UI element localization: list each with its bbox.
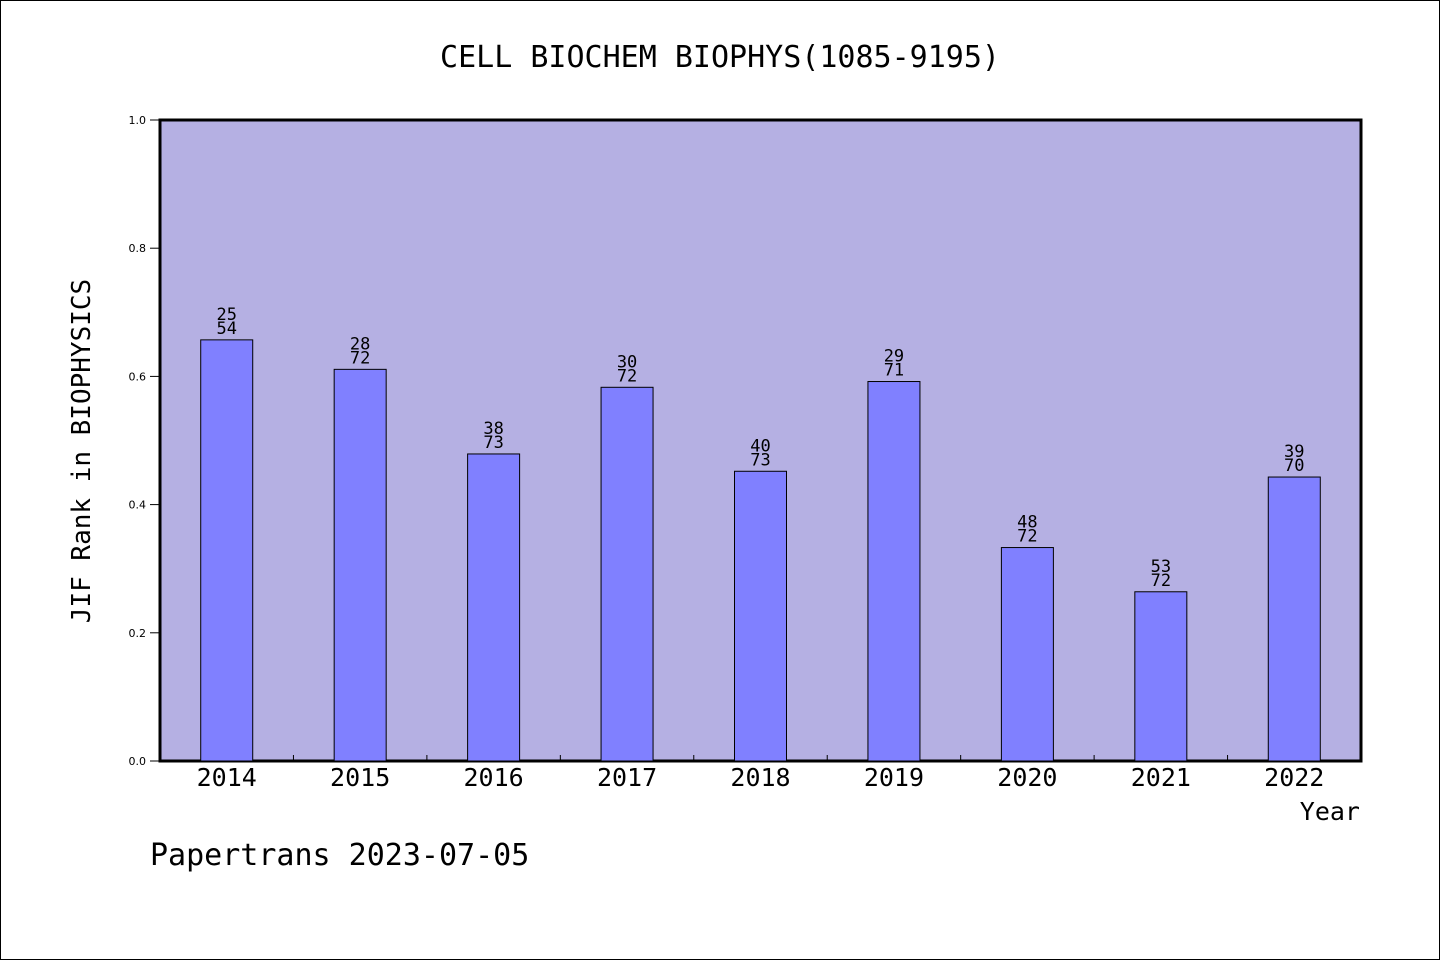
bar-label-total: 72 <box>617 366 637 386</box>
y-tick-label: 0.6 <box>129 370 147 383</box>
x-tick-label: 2015 <box>330 763 390 792</box>
y-tick-label: 0.4 <box>129 499 147 512</box>
bar-label-total: 72 <box>1151 571 1171 591</box>
bar-2022 <box>1267 476 1321 762</box>
x-axis-ticks: 2014 2015 2016 2017 2018 2019 2020 2021 2022 <box>197 755 1324 792</box>
x-tick-label: 2022 <box>1264 763 1324 792</box>
x-tick-label: 2021 <box>1131 763 1191 792</box>
chart-title: CELL BIOCHEM BIOPHYS(1085-9195) <box>440 40 1000 75</box>
bar-label-rank: 30 <box>617 352 637 372</box>
x-axis-label: Year <box>1300 797 1360 826</box>
bar-label-rank: 29 <box>884 347 904 367</box>
bar-label-total: 70 <box>1284 456 1304 476</box>
x-tick-label: 2017 <box>597 763 657 792</box>
bar-2019 <box>867 381 921 762</box>
bar-label-rank: 38 <box>483 419 503 439</box>
bar-label-total: 72 <box>1017 527 1037 547</box>
bar-label-rank: 28 <box>350 334 370 354</box>
bar-2014 <box>200 339 254 762</box>
y-tick-label: 1.0 <box>129 114 147 127</box>
y-axis-ticks: 0.0 0.2 0.4 0.6 0.8 1.0 <box>129 114 160 768</box>
bar-label-rank: 25 <box>216 305 236 325</box>
bar-2020 <box>1000 547 1054 762</box>
x-tick-label: 2020 <box>997 763 1057 792</box>
bar-2017 <box>600 386 654 762</box>
bar-label-rank: 53 <box>1151 557 1171 577</box>
x-tick-label: 2018 <box>730 763 790 792</box>
bar-2015 <box>333 368 387 762</box>
bar-2018 <box>734 470 787 762</box>
bar-label-total: 73 <box>483 433 503 453</box>
bar-label-total: 54 <box>216 319 236 339</box>
y-tick-label: 0.8 <box>129 242 147 255</box>
y-axis-label: JIF Rank in BIOPHYSICS <box>67 279 97 623</box>
bar-label-rank: 48 <box>1017 513 1037 533</box>
x-tick-label: 2016 <box>464 763 524 792</box>
bar-2021 <box>1134 591 1188 762</box>
y-tick-label: 0.0 <box>129 755 147 768</box>
y-tick-label: 0.2 <box>129 627 147 640</box>
bar-label-rank: 39 <box>1284 442 1304 462</box>
bar-2016 <box>467 453 521 762</box>
bar-label-total: 72 <box>350 348 370 368</box>
bar-label-total: 71 <box>884 361 904 381</box>
x-tick-label: 2014 <box>197 763 257 792</box>
bar-label-rank: 40 <box>750 436 770 456</box>
footer-credit: Papertrans 2023-07-05 <box>150 838 529 873</box>
bar-label-total: 73 <box>750 450 770 470</box>
x-tick-label: 2019 <box>864 763 924 792</box>
